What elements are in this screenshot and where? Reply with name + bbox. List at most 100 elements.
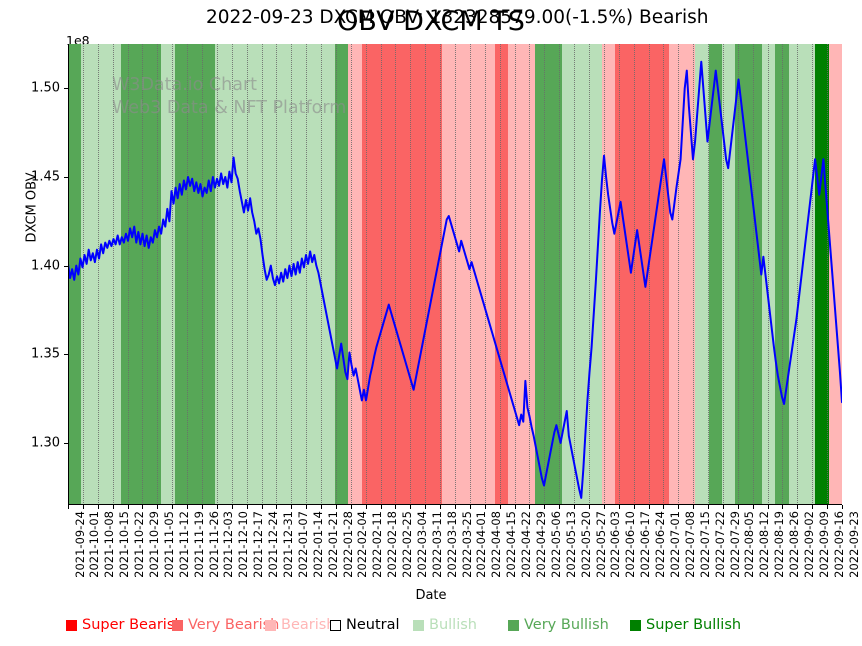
- x-axis-tick-label: 2022-07-15: [697, 511, 712, 578]
- x-axis-tick-mark: [112, 505, 114, 509]
- y-axis-tick-label: 1.45: [31, 169, 60, 185]
- obv-polyline: [68, 60, 842, 499]
- legend-swatch-icon: [172, 619, 183, 631]
- x-axis-tick-label: 2022-04-22: [519, 511, 534, 578]
- sentiment-band: [134, 44, 149, 505]
- x-axis-tick-label: 2022-02-11: [370, 511, 385, 578]
- x-axis-tick-mark: [588, 505, 590, 509]
- x-axis-tick-mark: [380, 505, 382, 509]
- x-axis-tick-mark: [782, 505, 784, 509]
- y-axis-tick-label: 1.30: [31, 435, 60, 451]
- y-axis-tick-label: 1.40: [31, 258, 60, 274]
- x-axis-tick-label: 2022-03-04: [414, 511, 429, 578]
- x-axis-tick-label: 2022-05-13: [563, 511, 578, 578]
- legend-swatch-icon: [413, 619, 424, 631]
- y-axis-tick-mark: [64, 442, 68, 444]
- legend-item[interactable]: Super Bullish: [630, 617, 741, 633]
- x-axis-tick-mark: [306, 505, 308, 509]
- x-axis-tick-mark: [365, 505, 367, 509]
- legend-label: Bullish: [429, 617, 477, 633]
- sentiment-band: [788, 44, 803, 505]
- legend-item[interactable]: Neutral: [330, 617, 400, 633]
- x-axis-tick-label: 2021-12-31: [280, 511, 295, 578]
- x-axis-tick-label: 2022-01-28: [340, 511, 355, 578]
- sentiment-bands: [68, 44, 842, 505]
- x-axis-tick-label: 2022-01-21: [325, 511, 340, 578]
- x-axis-tick-mark: [425, 505, 427, 509]
- x-axis-tick-mark: [693, 505, 695, 509]
- x-axis-tick-mark: [752, 505, 754, 509]
- plot-area: W3Data.io Chart Web3 Data & NFT Platform: [68, 44, 842, 505]
- x-axis-tick-label: 2022-05-27: [593, 511, 608, 578]
- sentiment-band: [828, 44, 842, 505]
- obv-line-series: [68, 60, 842, 499]
- legend-swatch-icon: [508, 619, 519, 631]
- x-axis-tick-mark: [246, 505, 248, 509]
- legend-item[interactable]: Very Bullish: [508, 617, 609, 633]
- x-axis-tick-label: 2022-03-25: [459, 511, 474, 578]
- x-axis-tick-mark: [469, 505, 471, 509]
- x-axis-tick-mark: [455, 505, 456, 509]
- x-axis-tick-mark: [172, 505, 174, 509]
- legend-item[interactable]: Bearish: [265, 617, 336, 633]
- x-axis-tick-label: 2022-08-26: [787, 511, 802, 578]
- x-axis-tick-label: 2022-04-29: [534, 511, 549, 578]
- x-axis-tick-mark: [574, 505, 576, 509]
- sentiment-band: [548, 44, 563, 505]
- legend-label: Very Bullish: [524, 617, 609, 633]
- x-axis-tick-label: 2022-02-04: [355, 511, 370, 578]
- x-axis-tick-mark: [678, 505, 680, 509]
- sentiment-band: [294, 44, 309, 505]
- sentiment-band: [228, 44, 243, 505]
- x-axis-tick-label: 2022-08-05: [742, 511, 757, 578]
- x-axis-tick-mark: [499, 505, 501, 509]
- sentiment-band: [214, 44, 229, 505]
- x-axis-tick-mark: [187, 505, 189, 509]
- x-axis-tick-label: 2022-07-29: [727, 511, 742, 578]
- x-axis-tick-label: 2022-09-23: [846, 511, 861, 578]
- x-axis-tick-label: 2021-12-03: [221, 511, 236, 578]
- sentiment-band: [308, 44, 323, 505]
- current-value-annotation: 2022-09-23 DXCM OBV: 132328579.00(-1.5%)…: [206, 7, 709, 28]
- legend-item[interactable]: Bullish: [413, 617, 477, 633]
- x-axis-tick-mark: [648, 505, 650, 509]
- legend-swatch-icon: [265, 619, 276, 631]
- x-axis-tick-label: 2022-01-07: [295, 511, 310, 578]
- x-axis-tick-label: 2022-09-09: [816, 511, 831, 578]
- x-axis-tick-label: 2022-07-08: [682, 511, 697, 578]
- y-axis-title: DXCM OBV: [24, 172, 40, 243]
- x-axis-tick-label: 2021-12-10: [236, 511, 251, 578]
- legend-label: Very Bearish: [188, 617, 280, 633]
- x-axis-tick-label: 2022-06-10: [623, 511, 638, 578]
- sentiment-band: [161, 44, 176, 505]
- chart-title: OBV DXCM TS: [337, 6, 525, 37]
- x-axis-tick-label: 2022-05-20: [578, 511, 593, 578]
- y-axis-tick-mark: [64, 265, 68, 267]
- x-axis-tick-mark: [97, 505, 99, 509]
- x-axis-tick-mark: [261, 505, 263, 509]
- legend-label: Bearish: [281, 617, 336, 633]
- x-axis-tick-label: 2021-11-26: [206, 511, 221, 578]
- sentiment-band: [455, 44, 469, 505]
- x-axis-tick-mark: [544, 505, 546, 509]
- sentiment-band: [761, 44, 776, 505]
- x-axis-tick-mark: [663, 505, 665, 509]
- x-axis-tick-label: 2021-11-05: [161, 511, 176, 578]
- legend-item[interactable]: Super Bearish: [66, 617, 184, 633]
- sentiment-band: [575, 44, 590, 505]
- x-axis-tick-mark: [737, 505, 739, 509]
- x-axis-tick-label: 2021-11-19: [191, 511, 206, 578]
- x-axis-tick-label: 2022-07-01: [667, 511, 682, 578]
- legend-item[interactable]: Very Bearish: [172, 617, 279, 633]
- x-axis-tick-label: 2022-09-02: [801, 511, 816, 578]
- sentiment-band: [268, 44, 283, 505]
- x-axis-tick-mark: [231, 505, 233, 509]
- x-axis-tick-label: 2022-06-03: [608, 511, 623, 578]
- x-axis-tick-label: 2021-10-29: [147, 511, 162, 578]
- legend-label: Neutral: [346, 617, 400, 633]
- x-axis-tick-mark: [514, 505, 516, 509]
- x-axis-tick-label: 2022-06-17: [638, 511, 653, 578]
- x-axis-tick-mark: [618, 505, 620, 509]
- x-axis-tick-mark: [708, 505, 710, 509]
- x-axis-tick-label: 2022-04-08: [489, 511, 504, 578]
